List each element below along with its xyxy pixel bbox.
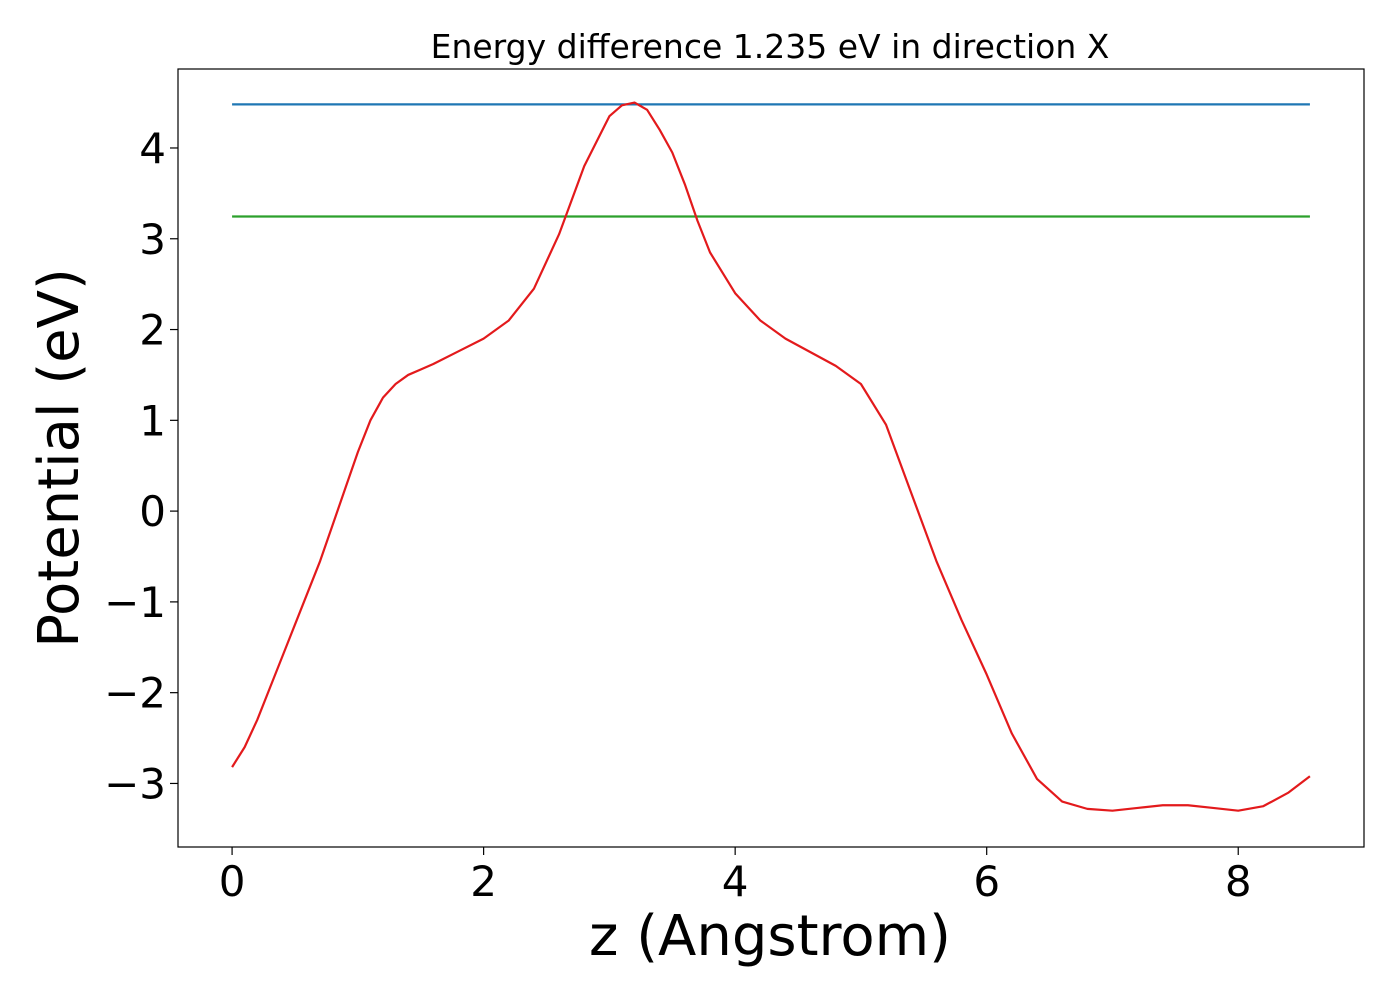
y-tick-label: 0 (139, 487, 166, 536)
x-tick-label: 0 (219, 857, 246, 906)
x-tick-label: 8 (1225, 857, 1252, 906)
y-tick-label: 3 (139, 215, 166, 264)
y-tick-label: 2 (139, 306, 166, 355)
chart-title: Energy difference 1.235 eV in direction … (431, 27, 1110, 66)
x-axis-label: z (Angstrom) (589, 904, 951, 969)
x-tick-label: 4 (722, 857, 749, 906)
y-axis: −3 −2 −1 0 1 2 3 4 (104, 124, 178, 808)
plot-area (231, 101, 1311, 812)
y-tick-label: 4 (139, 124, 166, 173)
x-axis: 0 2 4 6 8 (219, 847, 1252, 906)
y-tick-label: −3 (104, 759, 166, 808)
y-tick-label: −1 (104, 578, 166, 627)
x-tick-label: 6 (973, 857, 1000, 906)
y-tick-label: 1 (139, 396, 166, 445)
plot-frame (177, 68, 1365, 848)
x-tick-label: 2 (470, 857, 497, 906)
series-line-3 (231, 101, 1311, 812)
y-axis-label: Potential (eV) (27, 268, 92, 648)
y-tick-label: −2 (104, 669, 166, 718)
